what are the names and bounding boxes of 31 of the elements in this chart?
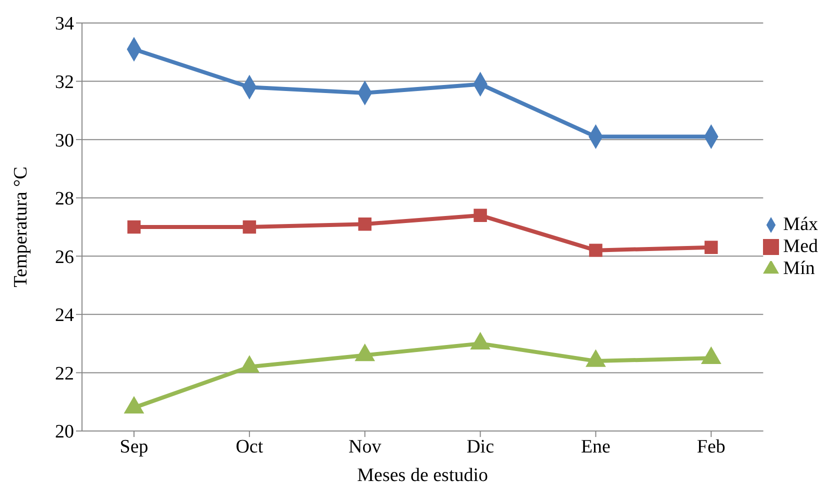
y-tick-label: 22: [55, 363, 74, 384]
x-tick-label: Sep: [120, 436, 148, 458]
y-tick-label: 28: [55, 188, 74, 210]
y-tick-label: 26: [55, 246, 74, 268]
legend-label: Máx: [783, 214, 818, 234]
x-tick-label: Nov: [348, 436, 382, 458]
x-axis-title: Meses de estudio: [357, 465, 488, 486]
x-tick-label: Feb: [696, 436, 726, 458]
point: [470, 332, 490, 350]
point: [474, 208, 487, 222]
point: [586, 350, 606, 367]
point: [124, 396, 144, 414]
y-tick-label: 32: [55, 72, 74, 94]
point: [589, 244, 602, 257]
point: [704, 240, 718, 254]
x-tick-label: Oct: [236, 436, 264, 458]
point: [127, 220, 141, 234]
y-tick-label: 30: [55, 130, 74, 152]
x-tick-label: Dic: [466, 436, 494, 458]
point: [701, 346, 721, 364]
legend-label: Med: [783, 236, 818, 256]
point: [242, 220, 256, 234]
x-tick-label: Ene: [580, 436, 611, 458]
y-axis-title: Temperatura °C: [10, 166, 32, 288]
y-tick-label: 24: [55, 305, 74, 326]
y-tick-label: 20: [55, 422, 74, 443]
legend-label: Mín: [783, 258, 815, 278]
point: [240, 356, 260, 373]
y-tick-label: 34: [55, 14, 74, 35]
point: [358, 217, 372, 231]
point: [355, 344, 375, 362]
